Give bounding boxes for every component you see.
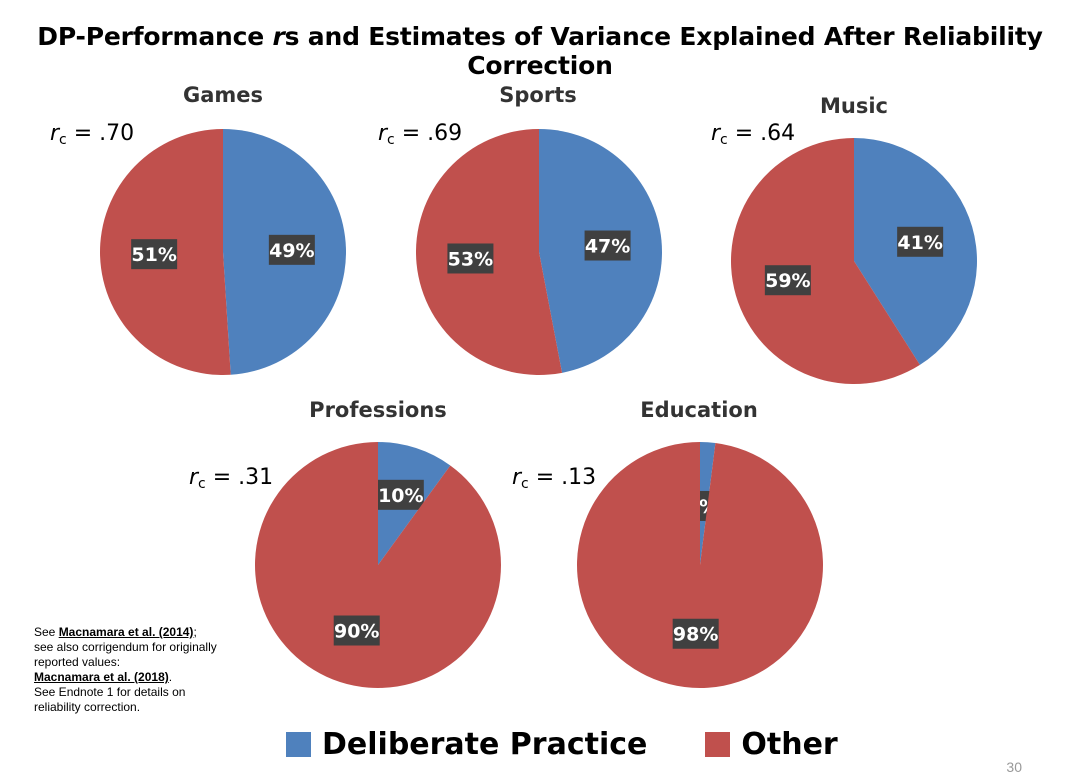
pie-slice-professions-other (254, 442, 501, 688)
data-label-box-sports-0 (584, 230, 631, 261)
chart-title-sports: Sports (499, 83, 577, 107)
legend-label-other: Other (741, 726, 838, 762)
data-label-professions-0: 10% (378, 485, 423, 507)
legend: Deliberate Practice Other (286, 724, 896, 764)
data-label-box-sports-1 (447, 243, 494, 274)
legend-item-other: Other (705, 726, 838, 762)
pie-music: 41% 59% (730, 138, 977, 384)
data-label-games-1: 51% (131, 244, 176, 266)
data-label-games-0: 49% (269, 240, 314, 262)
footnote: See Macnamara et al. (2014); see also co… (34, 625, 217, 714)
data-label-sports-1: 53% (448, 248, 493, 270)
data-label-music-0: 41% (897, 232, 942, 254)
data-label-professions-1: 90% (334, 621, 379, 643)
citation-link-2014[interactable]: Macnamara et al. (2014) (58, 625, 194, 639)
legend-swatch-deliberate-practice (286, 731, 311, 757)
data-label-music-1: 59% (765, 270, 810, 292)
pie-sports: 47% 53% (415, 129, 662, 376)
data-label-box-games-1 (131, 239, 178, 270)
rc-label-professions: rc = .31 (189, 465, 274, 492)
pie-slice-music-other (730, 138, 920, 384)
slide-title: DP-Performance rs and Estimates of Varia… (37, 22, 1043, 80)
pie-professions: 10% 90% (254, 442, 501, 688)
data-label-box-professions-0 (377, 479, 424, 510)
chart-title-professions: Professions (309, 398, 447, 422)
pie-education: 2%98% (577, 442, 824, 688)
data-label-education-1: 98% (673, 624, 718, 646)
legend-swatch-other (705, 731, 731, 757)
pie-games: 49% 51% (99, 129, 346, 376)
rc-label-music: rc = .64 (711, 121, 796, 148)
data-label-box-music-0 (897, 226, 944, 257)
legend-item-deliberate-practice: Deliberate Practice (286, 727, 647, 762)
rc-label-sports: rc = .69 (378, 121, 463, 148)
data-label-box-games-0 (268, 234, 315, 265)
data-label-box-music-1 (764, 265, 811, 296)
page-number: 30 (1006, 759, 1022, 775)
pie-slice-education-other (577, 442, 824, 688)
rc-label-education: rc = .13 (512, 465, 597, 492)
chart-title-education: Education (640, 398, 758, 422)
data-label-box-education-1 (672, 618, 719, 649)
data-label-sports-0: 47% (585, 236, 630, 258)
legend-label-deliberate-practice: Deliberate Practice (322, 726, 648, 762)
chart-title-music: Music (820, 94, 888, 118)
citation-link-2018[interactable]: Macnamara et al. (2018) (34, 670, 169, 684)
chart-title-games: Games (182, 83, 264, 107)
data-label-box-professions-1 (333, 615, 380, 646)
rc-label-games: rc = .70 (50, 121, 135, 148)
